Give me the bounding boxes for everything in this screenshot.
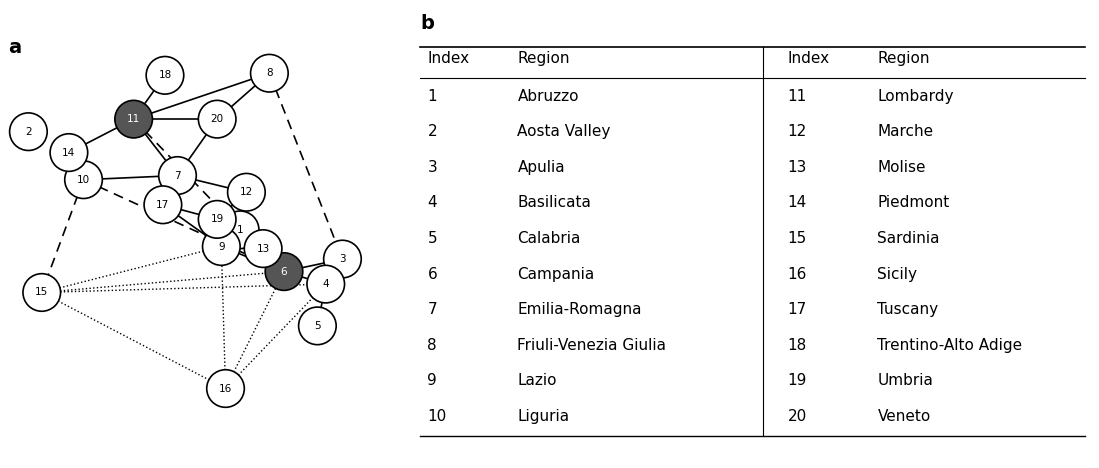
Circle shape [251,54,288,92]
Text: Lazio: Lazio [518,373,557,388]
Text: 3: 3 [428,160,437,175]
Circle shape [51,134,88,171]
Text: Molise: Molise [877,160,926,175]
Text: 17: 17 [156,200,169,210]
Text: 4: 4 [428,196,437,211]
Circle shape [158,157,197,194]
Text: 2: 2 [25,127,32,137]
Circle shape [221,211,259,249]
Text: 13: 13 [256,244,269,254]
Circle shape [299,307,336,344]
Text: 8: 8 [266,68,273,78]
Text: 9: 9 [218,241,224,251]
Text: 7: 7 [428,302,437,317]
Text: 16: 16 [788,267,807,282]
Text: Lombardy: Lombardy [877,89,954,104]
Text: 11: 11 [127,114,141,124]
Text: 17: 17 [788,302,807,317]
Text: 6: 6 [428,267,437,282]
Text: 10: 10 [77,175,90,185]
Text: 7: 7 [174,170,181,181]
Circle shape [10,113,47,151]
Circle shape [23,274,60,311]
Circle shape [324,240,362,278]
Text: Apulia: Apulia [518,160,565,175]
Text: Piedmont: Piedmont [877,196,950,211]
Text: 20: 20 [211,114,224,124]
Text: 14: 14 [63,147,76,158]
Text: 16: 16 [219,383,232,394]
Circle shape [114,100,153,138]
Text: 5: 5 [428,231,437,246]
Text: 10: 10 [428,409,446,424]
Text: 11: 11 [788,89,807,104]
Circle shape [227,174,265,211]
Text: 2: 2 [428,124,437,139]
Text: 9: 9 [428,373,437,388]
Text: 18: 18 [158,70,171,80]
Text: Liguria: Liguria [518,409,569,424]
Text: Veneto: Veneto [877,409,931,424]
Text: Umbria: Umbria [877,373,933,388]
Circle shape [207,370,244,407]
Circle shape [244,230,281,267]
Text: Friuli-Venezia Giulia: Friuli-Venezia Giulia [518,338,666,353]
Text: 6: 6 [280,267,287,277]
Text: 1: 1 [428,89,437,104]
Circle shape [199,201,236,238]
Circle shape [307,265,345,303]
Text: 1: 1 [236,225,244,235]
Text: 12: 12 [240,187,253,197]
Circle shape [146,57,184,94]
Text: 3: 3 [340,254,346,264]
Text: Region: Region [877,51,930,66]
Circle shape [199,100,236,138]
Text: 14: 14 [788,196,807,211]
Text: Campania: Campania [518,267,595,282]
Text: 8: 8 [428,338,437,353]
Text: Sicily: Sicily [877,267,918,282]
Circle shape [65,161,102,198]
Text: Aosta Valley: Aosta Valley [518,124,611,139]
Text: 18: 18 [788,338,807,353]
Text: Marche: Marche [877,124,933,139]
Text: 20: 20 [788,409,807,424]
Text: Region: Region [518,51,570,66]
Text: 5: 5 [314,321,321,331]
Text: Abruzzo: Abruzzo [518,89,579,104]
Text: 15: 15 [788,231,807,246]
Text: 4: 4 [322,279,329,289]
Circle shape [144,186,181,224]
Text: Index: Index [428,51,469,66]
Text: Tuscany: Tuscany [877,302,939,317]
Text: Trentino-Alto Adige: Trentino-Alto Adige [877,338,1022,353]
Text: Basilicata: Basilicata [518,196,591,211]
Text: 15: 15 [35,287,48,298]
Text: 19: 19 [211,214,224,224]
Text: 19: 19 [788,373,807,388]
Circle shape [265,253,303,290]
Text: 12: 12 [788,124,807,139]
Text: b: b [421,14,434,33]
Text: Calabria: Calabria [518,231,580,246]
Text: a: a [9,38,22,57]
Circle shape [202,228,241,265]
Text: Index: Index [788,51,830,66]
Text: 13: 13 [788,160,807,175]
Text: Sardinia: Sardinia [877,231,940,246]
Text: Emilia-Romagna: Emilia-Romagna [518,302,642,317]
